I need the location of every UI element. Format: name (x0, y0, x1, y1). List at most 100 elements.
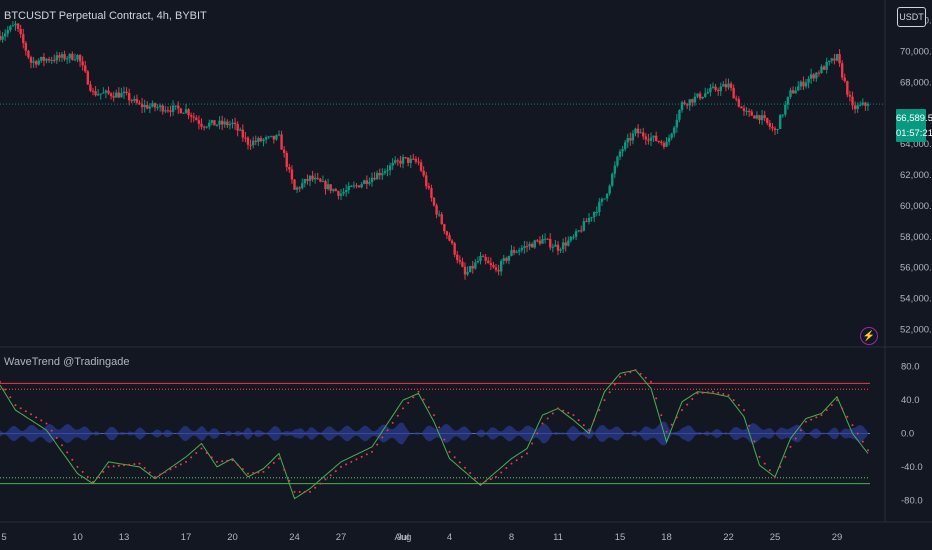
candle-body (254, 140, 257, 142)
candle-body (99, 93, 102, 95)
candle-body (184, 109, 188, 113)
candle-body (466, 272, 469, 275)
candle-body (107, 90, 110, 94)
indicator-axis-label: -80.0 (901, 495, 923, 506)
candle-body (316, 177, 319, 179)
wt2-dot (753, 440, 756, 443)
candle-body (205, 126, 208, 128)
candle-body (140, 103, 144, 108)
candle-body (634, 128, 637, 134)
wt2-dot (81, 470, 84, 473)
price-axis-label: 68,000.0 (900, 77, 932, 88)
candle-body (861, 102, 865, 105)
indicator-axis-label: 0.0 (901, 429, 914, 440)
candle-body (771, 126, 774, 129)
candle-body (270, 135, 273, 137)
candle-body (611, 173, 614, 186)
wt2-dot (639, 372, 642, 375)
wt2-dot (221, 460, 224, 463)
candle-body (476, 261, 480, 263)
candle-body (112, 96, 115, 98)
candle-body (750, 111, 753, 116)
wt2-dot (464, 466, 466, 469)
candle-body (567, 240, 570, 246)
candle-body (828, 60, 831, 63)
candle-body (685, 104, 689, 106)
wt2-dot (665, 430, 668, 433)
candle-body (386, 170, 389, 172)
candle-body (146, 104, 149, 109)
wt2-dot (386, 429, 389, 432)
candle-body (378, 173, 381, 176)
wt2-dot (593, 419, 596, 422)
wt2-dot (660, 414, 663, 417)
candle-body (654, 135, 658, 142)
wt2-dot (443, 438, 446, 441)
wt2-dot (417, 390, 420, 393)
candle-body (127, 92, 131, 101)
candle-body (164, 110, 167, 112)
candle-body (427, 186, 431, 189)
candle-body (370, 177, 374, 183)
candle-body (326, 184, 330, 190)
wt2-dot (252, 472, 255, 474)
wt2-dot (14, 404, 17, 407)
time-axis-label: 24 (289, 532, 300, 543)
candle-body (569, 236, 573, 241)
candle-body (662, 143, 666, 147)
currency-button[interactable]: USDT (897, 7, 926, 27)
candle-body (200, 123, 203, 127)
candle-body (117, 92, 121, 98)
price-axis-label: 64,000.0 (900, 139, 932, 150)
candle-body (791, 90, 795, 94)
candle-body (50, 59, 53, 61)
wt2-dot (247, 472, 249, 475)
time-axis-label: 22 (723, 532, 734, 543)
wt2-dot (836, 399, 838, 402)
wt2-dot (598, 409, 601, 412)
wt2-dot (288, 479, 291, 482)
candle-body (859, 104, 862, 106)
candle-body (825, 62, 828, 70)
price-axis-label: 56,000.0 (900, 263, 932, 274)
candle-body (65, 58, 69, 60)
candle-body (419, 162, 423, 171)
wt2-dot (737, 404, 740, 407)
wt2-dot (200, 447, 203, 450)
candle-body (536, 240, 539, 242)
candle-body (148, 106, 152, 109)
candle-body (391, 162, 394, 166)
candle-body (722, 84, 725, 87)
candle-body (115, 92, 118, 98)
wt2-dot (515, 459, 518, 462)
wt2-dot (112, 465, 115, 468)
candle-body (192, 116, 195, 118)
candle-body (809, 74, 813, 79)
wt2-dot (536, 432, 539, 435)
wt2-dot (572, 414, 575, 417)
candle-body (63, 54, 66, 60)
candle-body (399, 160, 402, 164)
candle-body (675, 119, 679, 128)
candle-body (853, 105, 857, 110)
wt2-dot (0, 380, 1, 383)
candle-body (179, 108, 183, 114)
lightning-icon[interactable]: ⚡ (860, 327, 878, 345)
candle-body (244, 137, 247, 139)
candle-body (158, 105, 162, 108)
candle-body (499, 260, 503, 272)
candle-body (649, 137, 653, 141)
candle-body (755, 115, 759, 119)
candle-body (412, 158, 415, 160)
candle-body (786, 96, 790, 105)
candle-body (363, 180, 366, 185)
candle-body (507, 255, 511, 261)
wt2-dot (169, 468, 172, 471)
candle-body (856, 105, 859, 110)
wt2-dot (588, 429, 590, 432)
wt2-dot (55, 437, 58, 439)
price-axis: 72,000.070,000.068,000.064,000.062,000.0… (900, 15, 932, 335)
candle-body (437, 214, 441, 216)
candle-body (450, 240, 454, 244)
